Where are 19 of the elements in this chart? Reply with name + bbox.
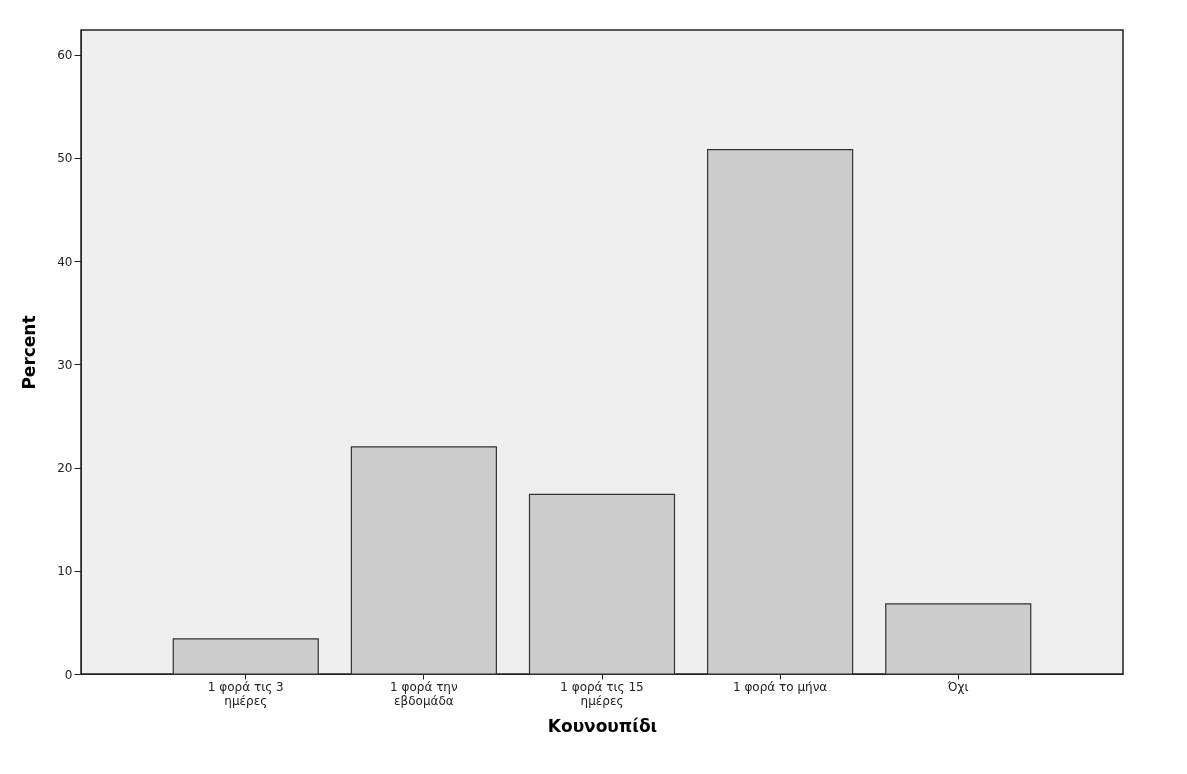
x-tick-label: 1 φορά το μήνα [732,679,828,694]
bar [885,603,1032,675]
y-tick-label: 10 [57,564,73,579]
y-tick-label: 0 [64,667,73,682]
x-tick-label: 1 φορά την εβδομάδα [390,679,458,708]
y-tick-label: 40 [57,254,73,269]
x-tick-label: 1 φορά τις 15 ημέρες [560,679,644,708]
y-tick-label: 50 [57,151,73,166]
bar [707,149,854,675]
bar [350,446,497,675]
x-axis-title: Κουνουπίδι [547,715,658,736]
y-tick-label: 60 [57,48,73,63]
x-tick-label: Όχι [946,679,969,694]
y-axis-title: Percent [19,315,40,390]
bar [528,493,676,675]
bar [172,638,319,675]
x-tick-label: 1 φορά τις 3 ημέρες [207,679,284,708]
y-tick-label: 30 [57,357,73,372]
y-tick-label: 20 [57,461,73,476]
